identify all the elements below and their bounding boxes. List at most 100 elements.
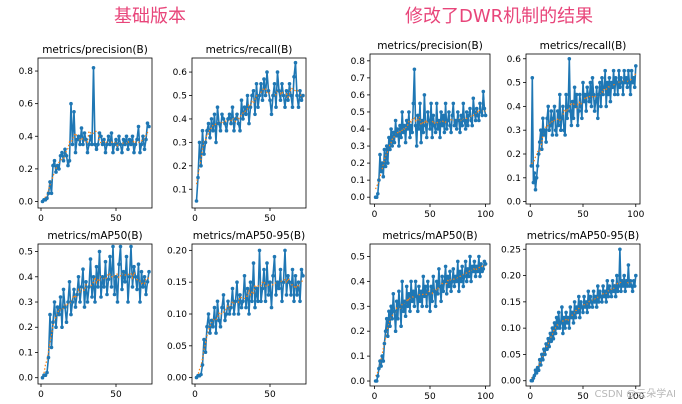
data-point <box>260 286 265 291</box>
data-point <box>96 142 100 147</box>
data-point <box>566 104 570 109</box>
data-point <box>283 105 287 109</box>
data-point <box>427 118 431 123</box>
data-point <box>446 118 450 123</box>
data-point <box>468 106 472 111</box>
data-point <box>247 121 251 126</box>
data-point <box>115 300 120 304</box>
data-point <box>289 293 293 297</box>
data-point <box>537 140 542 144</box>
data-point <box>572 300 577 304</box>
data-point <box>90 295 94 299</box>
data-point <box>283 248 287 253</box>
data-point <box>617 284 621 288</box>
data-point <box>212 305 217 310</box>
data-point <box>583 92 587 97</box>
data-point <box>427 292 431 296</box>
data-point <box>301 274 305 278</box>
y-tick-label: 0.0 <box>19 197 34 207</box>
data-point <box>202 337 206 342</box>
data-point <box>449 130 453 135</box>
data-point <box>384 316 389 321</box>
data-point <box>463 259 468 264</box>
data-point <box>81 267 85 272</box>
data-point <box>601 92 605 97</box>
data-point <box>474 264 479 269</box>
y-tick-label: 0.4 <box>19 132 34 142</box>
data-point <box>470 123 475 128</box>
data-point <box>402 123 407 128</box>
data-point <box>544 140 548 144</box>
y-tick-label: 0.05 <box>167 342 187 352</box>
data-point <box>223 318 227 323</box>
data-point <box>214 331 218 335</box>
chart-title: metrics/mAP50-95(B) <box>527 230 639 242</box>
data-point <box>552 321 557 325</box>
data-point <box>390 316 395 321</box>
data-point <box>108 142 112 147</box>
data-point <box>278 98 283 102</box>
data-point <box>141 285 145 289</box>
data-point <box>592 300 597 304</box>
data-point <box>615 273 619 278</box>
data-point <box>599 104 603 109</box>
y-tick-label: 0.0 <box>507 198 522 208</box>
data-point <box>482 106 487 111</box>
data-point <box>248 105 253 109</box>
data-point <box>102 285 106 289</box>
data-point <box>211 324 215 329</box>
data-point <box>392 309 397 314</box>
data-point <box>478 274 482 279</box>
data-point <box>100 275 105 279</box>
data-point <box>452 123 457 128</box>
chart-title: metrics/mAP50(B) <box>47 230 142 242</box>
data-point <box>578 92 582 97</box>
data-point <box>96 285 100 289</box>
data-point <box>411 101 416 106</box>
data-point <box>421 130 426 135</box>
data-point <box>584 109 588 113</box>
data-point <box>46 355 51 360</box>
data-point <box>626 263 631 267</box>
data-point <box>387 309 391 314</box>
chart-1: metrics/precision(B) 0.0 0.2 0.4 0.6 0.8 0 50 <box>19 44 153 224</box>
data-point <box>108 254 112 259</box>
data-point <box>628 279 633 283</box>
data-point <box>540 352 544 357</box>
data-point <box>443 101 448 106</box>
data-point <box>398 304 402 309</box>
data-point <box>99 134 103 139</box>
data-point <box>591 289 596 294</box>
data-point <box>466 123 470 128</box>
data-point <box>407 292 411 296</box>
data-point <box>236 312 241 316</box>
data-point <box>402 299 407 304</box>
data-point <box>129 244 133 249</box>
data-point <box>447 110 451 114</box>
data-point <box>136 262 141 267</box>
data-point <box>542 347 546 352</box>
data-point <box>618 247 622 252</box>
data-point <box>404 118 409 123</box>
data-point <box>269 305 274 310</box>
data-point <box>272 82 277 86</box>
series-line <box>195 249 304 379</box>
data-point <box>224 312 229 316</box>
data-point <box>106 134 111 139</box>
data-point <box>462 118 467 123</box>
y-tick-label: 0.1 <box>19 348 33 358</box>
data-point <box>66 163 70 168</box>
data-point <box>57 312 61 317</box>
data-point <box>263 299 268 304</box>
data-point <box>63 305 67 309</box>
y-tick-label: 0.3 <box>173 138 187 148</box>
data-point <box>571 321 576 325</box>
data-point <box>109 285 114 289</box>
data-point <box>434 101 439 106</box>
data-point <box>444 292 449 296</box>
data-point <box>133 275 138 279</box>
data-point <box>61 287 66 292</box>
data-point <box>67 280 72 284</box>
data-point <box>573 104 578 109</box>
